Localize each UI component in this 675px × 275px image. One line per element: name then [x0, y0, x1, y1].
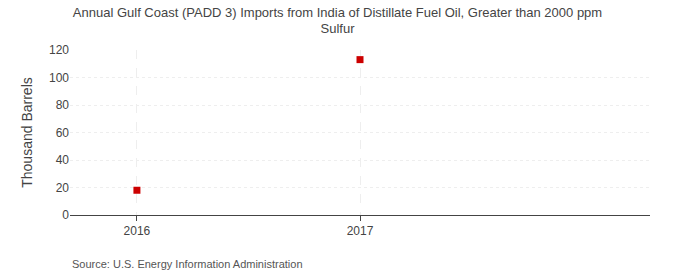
svg-text:2017: 2017 [347, 224, 374, 238]
svg-text:Source: U.S. Energy Informatio: Source: U.S. Energy Information Administ… [72, 258, 303, 270]
svg-text:120: 120 [49, 43, 69, 57]
svg-text:20: 20 [56, 181, 70, 195]
svg-text:100: 100 [49, 71, 69, 85]
svg-text:0: 0 [62, 208, 69, 222]
svg-text:Thousand Barrels: Thousand Barrels [19, 77, 35, 188]
svg-text:40: 40 [56, 153, 70, 167]
svg-text:Annual Gulf Coast (PADD 3) Imp: Annual Gulf Coast (PADD 3) Imports from … [73, 5, 602, 37]
svg-text:2016: 2016 [124, 224, 151, 238]
svg-text:80: 80 [56, 98, 70, 112]
svg-text:60: 60 [56, 126, 70, 140]
